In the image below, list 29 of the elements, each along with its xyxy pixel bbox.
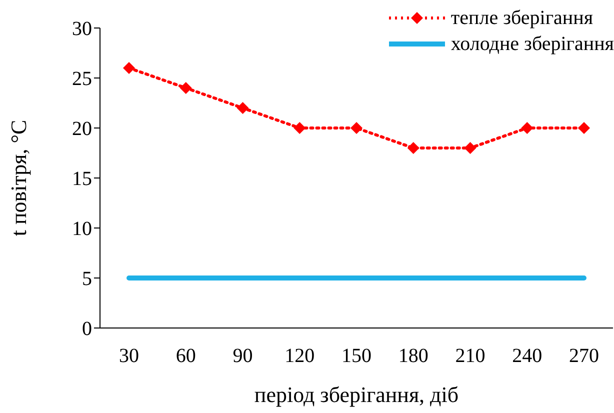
x-axis-title: період зберігання, діб	[254, 382, 459, 407]
y-axis-title: t повітря, °C	[6, 120, 31, 236]
x-tick-label: 150	[342, 345, 372, 368]
point	[521, 122, 534, 134]
x-tick-label: 30	[119, 345, 139, 368]
point	[350, 122, 362, 134]
point	[294, 122, 306, 134]
y-tick-label: 25	[72, 68, 92, 90]
y-tick-label: 20	[72, 118, 92, 140]
y-tick-label: 0	[82, 318, 92, 340]
legend-label: холодне зберігання	[450, 32, 614, 57]
x-tick-label: 180	[398, 345, 428, 368]
point	[236, 102, 249, 114]
y-tick-label: 10	[72, 218, 92, 240]
x-tick-label: 60	[176, 345, 196, 368]
point	[464, 142, 476, 154]
point	[123, 62, 135, 74]
x-tick-label: 90	[232, 345, 253, 368]
x-tick-label: 240	[512, 345, 542, 368]
x-tick-label: 210	[455, 345, 486, 368]
point	[180, 82, 192, 94]
point	[578, 122, 590, 134]
y-tick-label: 30	[72, 18, 92, 40]
legend-label: тепле зберігання	[450, 6, 594, 31]
point	[407, 142, 420, 154]
x-tick-label: 270	[569, 345, 599, 368]
y-tick-label: 15	[72, 168, 92, 190]
y-tick-label: 5	[82, 268, 92, 290]
x-tick-label: 120	[284, 345, 315, 368]
